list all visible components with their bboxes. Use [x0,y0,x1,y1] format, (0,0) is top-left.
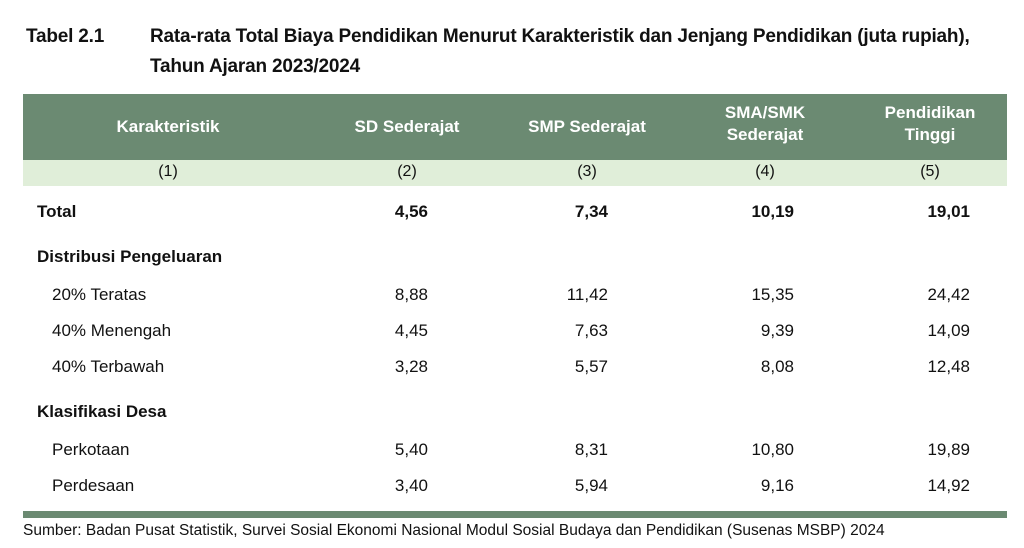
cell-value: 10,80 [751,440,794,459]
cell-value: 12,48 [927,357,970,376]
row-label: Klasifikasi Desa [37,402,167,421]
table-row: Perkotaan 5,40 8,31 10,80 19,89 [0,440,1024,464]
cell-value: 8,08 [760,357,794,376]
table-row: Distribusi Pengeluaran [0,247,1024,271]
column-number: (2) [397,163,417,180]
cell-value: 14,92 [927,476,970,495]
column-header: SMA/SMK Sederajat [724,103,806,144]
cell-value: 3,28 [394,357,428,376]
cell-value: 5,94 [574,476,608,495]
table-row: 40% Terbawah 3,28 5,57 8,08 12,48 [0,357,1024,381]
table-bottom-bar [23,511,1007,518]
cell-value: 9,39 [760,321,794,340]
column-header: Pendidikan Tinggi [884,103,976,144]
column-number-row [23,160,1007,186]
cell-value: 8,88 [394,285,428,304]
table-title: Rata-rata Total Biaya Pendidikan Menurut… [150,26,970,77]
cell-value: 7,34 [574,202,608,221]
table-row: 20% Teratas 8,88 11,42 15,35 24,42 [0,285,1024,309]
row-label: Distribusi Pengeluaran [37,247,223,266]
column-header: SD Sederajat [354,117,460,136]
row-label: 40% Menengah [52,321,172,340]
table-row: Klasifikasi Desa [0,402,1024,426]
cell-value: 9,16 [760,476,794,495]
column-number: (3) [577,163,597,180]
cell-value: 3,40 [394,476,428,495]
column-number: (1) [158,163,178,180]
cell-value: 5,57 [574,357,608,376]
row-label: Perkotaan [52,440,130,459]
table-row: 40% Menengah 4,45 7,63 9,39 14,09 [0,321,1024,345]
source-note: Sumber: Badan Pusat Statistik, Survei So… [23,522,885,539]
column-number: (4) [755,163,775,180]
column-number: (5) [920,163,940,180]
table-number: Tabel 2.1 [26,26,105,47]
cell-value: 5,40 [394,440,428,459]
cell-value: 10,19 [751,202,794,221]
cell-value: 4,45 [394,321,428,340]
cell-value: 24,42 [927,285,970,304]
cell-value: 4,56 [394,202,428,221]
table-row: Perdesaan 3,40 5,94 9,16 14,92 [0,476,1024,500]
row-label: Total [37,202,77,221]
cell-value: 19,89 [927,440,970,459]
cell-value: 8,31 [574,440,608,459]
cell-value: 19,01 [927,202,970,221]
column-header: SMP Sederajat [528,117,646,136]
column-header: Karakteristik [116,117,220,136]
row-label: 40% Terbawah [52,357,165,376]
row-label: 20% Teratas [52,285,147,304]
row-label: Perdesaan [52,476,135,495]
cell-value: 15,35 [751,285,794,304]
table-row: Total 4,56 7,34 10,19 19,01 [0,202,1024,226]
cell-value: 14,09 [927,321,970,340]
cell-value: 7,63 [574,321,608,340]
cell-value: 11,42 [566,285,608,304]
table-header [23,94,1007,160]
